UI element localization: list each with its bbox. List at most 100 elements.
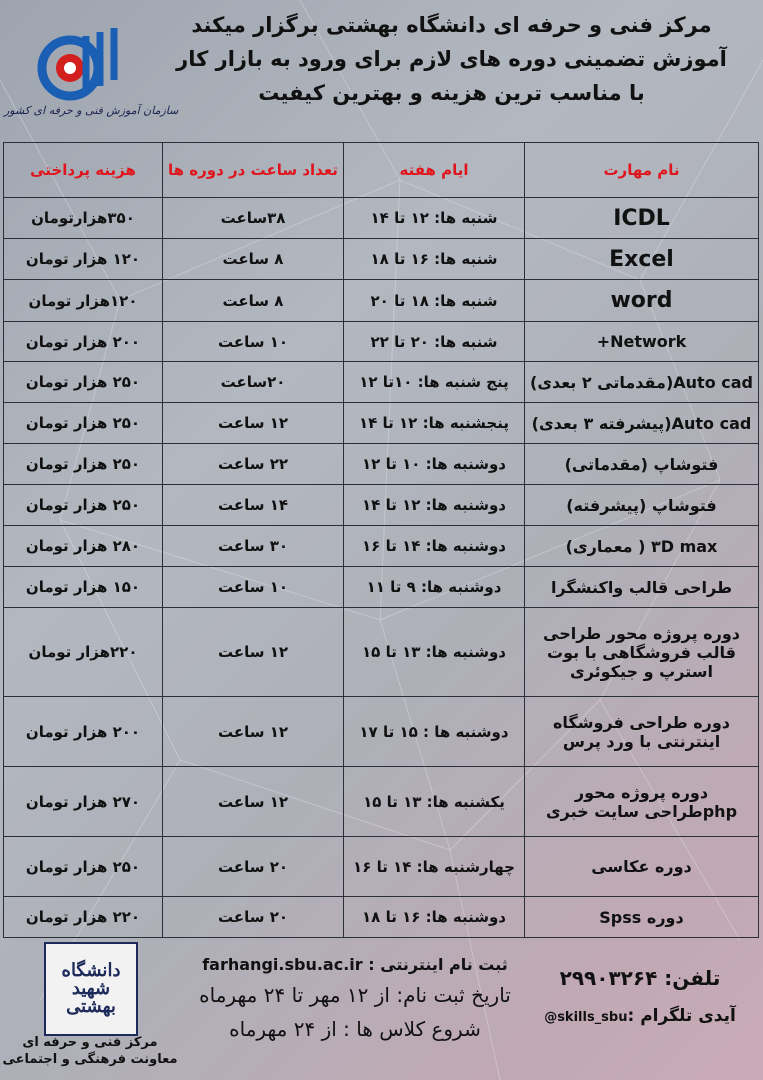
cost-cell: ۲۷۰ هزار تومان bbox=[3, 766, 163, 837]
table-row: دوره عکاسی چهارشنبه ها: ۱۴ تا ۱۶ ۲۰ ساعت ۲۵… bbox=[3, 836, 759, 897]
skill-cell: ۳D max ( معماری) bbox=[524, 525, 759, 567]
course-table: نام مهارت ایام هفته تعداد ساعت در دوره ه… bbox=[3, 142, 759, 938]
skill-cell: word bbox=[524, 279, 759, 322]
days-cell: دوشنبه ها: ۱۶ تا ۱۸ bbox=[343, 896, 525, 938]
hours-cell: ۱۰ ساعت bbox=[162, 566, 344, 608]
skill-cell: Auto cad(مقدماتی ۲ بعدی) bbox=[524, 361, 759, 403]
days-cell: پنج شنبه ها: ۱۰تا ۱۲ bbox=[343, 361, 525, 403]
skill-cell: دوره پروژه محور phpطراحی سایت خبری bbox=[524, 766, 759, 837]
days-cell: شنبه ها: ۱۶ تا ۱۸ bbox=[343, 238, 525, 280]
skill-cell: Network+ bbox=[524, 321, 759, 362]
hours-cell: ۳۰ ساعت bbox=[162, 525, 344, 567]
skill-cell: Auto cad(پیشرفته ۳ بعدی) bbox=[524, 402, 759, 444]
column-header-cost: هزینه پرداختی bbox=[3, 142, 163, 198]
days-cell: پنجشنبه ها: ۱۲ تا ۱۴ bbox=[343, 402, 525, 444]
table-row: طراحی قالب واکنشگرا دوشنبه ها: ۹ تا ۱۱ ۱۰ … bbox=[3, 566, 759, 608]
skill-cell: دوره Spss bbox=[524, 896, 759, 938]
days-cell: دوشنبه ها : ۱۵ تا ۱۷ bbox=[343, 696, 525, 767]
title-line-3: با مناسب ترین هزینه و بهترین کیفیت bbox=[258, 81, 645, 105]
hours-cell: ۱۲ ساعت bbox=[162, 766, 344, 837]
hours-cell: ۲۰ ساعت bbox=[162, 836, 344, 897]
poster-header: مرکز فنی و حرفه ای دانشگاه بهشتی برگزار … bbox=[150, 8, 753, 110]
table-row: فتوشاپ (پیشرفته) دوشنبه ها: ۱۲ تا ۱۴ ۱۴ سا… bbox=[3, 484, 759, 526]
table-row: فتوشاپ (مقدماتی) دوشنبه ها: ۱۰ تا ۱۲ ۲۲ سا… bbox=[3, 443, 759, 485]
hours-cell: ۱۴ ساعت bbox=[162, 484, 344, 526]
table-row: Network+ شنبه ها: ۲۰ تا ۲۲ ۱۰ ساعت ۲۰۰ هزار… bbox=[3, 321, 759, 362]
sbu-caption-1: مرکز فنی و حرفه ای bbox=[22, 1035, 158, 1050]
hours-cell: ۲۰ ساعت bbox=[162, 896, 344, 938]
table-row: دوره پروژه محور طراحی قالب فروشگاهی با ب… bbox=[3, 607, 759, 697]
telegram-label: آیدی تلگرام : bbox=[627, 1006, 736, 1026]
cost-cell: ۲۲۰ هزار تومان bbox=[3, 896, 163, 938]
column-header-days: ایام هفته bbox=[343, 142, 525, 198]
skill-cell: فتوشاپ (پیشرفته) bbox=[524, 484, 759, 526]
skill-cell: طراحی قالب واکنشگرا bbox=[524, 566, 759, 608]
sbu-logo: دانشگاه شهید بهشتی bbox=[44, 942, 138, 1036]
table-row: ICDL شنبه ها: ۱۲ تا ۱۴ ۳۸ساعت ۳۵۰هزارتومان bbox=[3, 197, 759, 239]
cost-cell: ۲۵۰ هزار تومان bbox=[3, 484, 163, 526]
table-row: word شنبه ها: ۱۸ تا ۲۰ ۸ ساعت ۱۲۰هزار تومان bbox=[3, 279, 759, 322]
title-line-1: مرکز فنی و حرفه ای دانشگاه بهشتی برگزار … bbox=[191, 13, 712, 37]
cost-cell: ۱۲۰ هزار تومان bbox=[3, 238, 163, 280]
skill-cell: فتوشاپ (مقدماتی) bbox=[524, 443, 759, 485]
table-row: دوره Spss دوشنبه ها: ۱۶ تا ۱۸ ۲۰ ساعت ۲۲۰ ه… bbox=[3, 896, 759, 938]
cost-cell: ۲۵۰ هزار تومان bbox=[3, 402, 163, 444]
title-line-2: آموزش تضمینی دوره های لازم برای ورود به … bbox=[176, 47, 727, 71]
phone-number: ۲۹۹۰۳۲۶۴ bbox=[559, 966, 658, 990]
cost-cell: ۱۵۰ هزار تومان bbox=[3, 566, 163, 608]
days-cell: دوشنبه ها: ۱۴ تا ۱۶ bbox=[343, 525, 525, 567]
skill-cell: دوره عکاسی bbox=[524, 836, 759, 897]
days-cell: دوشنبه ها: ۹ تا ۱۱ bbox=[343, 566, 525, 608]
days-cell: شنبه ها: ۱۲ تا ۱۴ bbox=[343, 197, 525, 239]
skill-cell: دوره طراحی فروشگاه اینترنتی با ورد پرس bbox=[524, 696, 759, 767]
registration-dates: تاریخ ثبت نام: از ۱۲ مهر تا ۲۴ مهرماه bbox=[199, 983, 511, 1007]
hours-cell: ۲۰ساعت bbox=[162, 361, 344, 403]
cost-cell: ۲۵۰ هزار تومان bbox=[3, 361, 163, 403]
logo-caption: سازمان آموزش فنی و حرفه ای کشور bbox=[4, 104, 179, 117]
days-cell: شنبه ها: ۲۰ تا ۲۲ bbox=[343, 321, 525, 362]
table-row: Auto cad(پیشرفته ۳ بعدی) پنجشنبه ها: ۱۲ ت… bbox=[3, 402, 759, 444]
sbu-caption-2: معاونت فرهنگی و اجتماعی bbox=[2, 1052, 178, 1067]
sbu-logo-text: دانشگاه شهید بهشتی bbox=[61, 960, 121, 1017]
days-cell: یکشنبه ها: ۱۳ تا ۱۵ bbox=[343, 766, 525, 837]
cost-cell: ۱۲۰هزار تومان bbox=[3, 279, 163, 322]
table-row: دوره پروژه محور phpطراحی سایت خبری یکشنبه… bbox=[3, 766, 759, 837]
days-cell: دوشنبه ها: ۱۰ تا ۱۲ bbox=[343, 443, 525, 485]
online-reg-url[interactable]: farhangi.sbu.ac.ir bbox=[202, 955, 363, 974]
hours-cell: ۲۲ ساعت bbox=[162, 443, 344, 485]
cost-cell: ۲۵۰ هزار تومان bbox=[3, 443, 163, 485]
table-header-row: نام مهارت ایام هفته تعداد ساعت در دوره ه… bbox=[3, 142, 759, 198]
days-cell: چهارشنبه ها: ۱۴ تا ۱۶ bbox=[343, 836, 525, 897]
table-row: Auto cad(مقدماتی ۲ بعدی) پنج شنبه ها: ۱۰ت… bbox=[3, 361, 759, 403]
table-row: Excel شنبه ها: ۱۶ تا ۱۸ ۸ ساعت ۱۲۰ هزار توم… bbox=[3, 238, 759, 280]
hours-cell: ۱۲ ساعت bbox=[162, 607, 344, 697]
skill-cell: دوره پروژه محور طراحی قالب فروشگاهی با ب… bbox=[524, 607, 759, 697]
cost-cell: ۲۰۰ هزار تومان bbox=[3, 321, 163, 362]
cost-cell: ۳۵۰هزارتومان bbox=[3, 197, 163, 239]
table-row: دوره طراحی فروشگاه اینترنتی با ورد پرس دو… bbox=[3, 696, 759, 767]
cost-cell: ۲۵۰ هزار تومان bbox=[3, 836, 163, 897]
table-row: ۳D max ( معماری) دوشنبه ها: ۱۴ تا ۱۶ ۳۰ سا… bbox=[3, 525, 759, 567]
hours-cell: ۱۰ ساعت bbox=[162, 321, 344, 362]
cost-cell: ۲۸۰ هزار تومان bbox=[3, 525, 163, 567]
telegram-id[interactable]: @skills_sbu bbox=[544, 1010, 628, 1025]
skill-cell: ICDL bbox=[524, 197, 759, 239]
days-cell: دوشنبه ها: ۱۲ تا ۱۴ bbox=[343, 484, 525, 526]
footer: دانشگاه شهید بهشتی مرکز فنی و حرفه ای مع… bbox=[0, 938, 763, 1080]
column-header-hours: تعداد ساعت در دوره ها bbox=[162, 142, 344, 198]
skill-cell: Excel bbox=[524, 238, 759, 280]
online-reg-label: ثبت نام اینترنتی : bbox=[368, 955, 508, 974]
tvto-logo bbox=[8, 28, 148, 118]
class-start: شروع کلاس ها : از ۲۴ مهرماه bbox=[229, 1017, 481, 1041]
sbu-caption: مرکز فنی و حرفه ای معاونت فرهنگی و اجتما… bbox=[0, 1034, 180, 1068]
phone-label: تلفن: bbox=[664, 966, 721, 990]
hours-cell: ۸ ساعت bbox=[162, 279, 344, 322]
days-cell: دوشنبه ها: ۱۳ تا ۱۵ bbox=[343, 607, 525, 697]
contact-info: تلفن: ۲۹۹۰۳۲۶۴ آیدی تلگرام :@skills_sbu bbox=[520, 960, 760, 1038]
hours-cell: ۸ ساعت bbox=[162, 238, 344, 280]
column-header-skill: نام مهارت bbox=[524, 142, 759, 198]
cost-cell: ۲۰۰ هزار تومان bbox=[3, 696, 163, 767]
hours-cell: ۱۲ ساعت bbox=[162, 402, 344, 444]
hours-cell: ۱۲ ساعت bbox=[162, 696, 344, 767]
cost-cell: ۲۲۰هزار تومان bbox=[3, 607, 163, 697]
